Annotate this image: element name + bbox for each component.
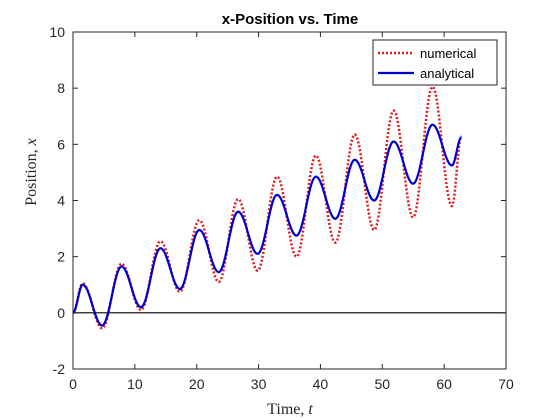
y-tick-label: 0 [57, 305, 65, 321]
y-tick-label: 2 [57, 249, 65, 265]
legend-label-numerical: numerical [420, 46, 476, 61]
x-axis-label-word: Time, [267, 401, 308, 418]
plot-area [72, 85, 506, 330]
x-tick-label: 20 [189, 376, 205, 392]
y-tick-label: 10 [49, 24, 65, 40]
series-line-analytical [72, 123, 463, 327]
legend-box [372, 39, 498, 86]
y-tick-label: 4 [57, 193, 65, 209]
x-tick-label: 30 [251, 376, 267, 392]
series-line-numerical [72, 85, 463, 330]
x-tick-label: 40 [313, 376, 329, 392]
y-tick-label: 6 [57, 136, 65, 152]
x-tick-label: 60 [436, 376, 452, 392]
x-tick-label: 50 [374, 376, 390, 392]
legend: numerical analytical [372, 39, 498, 86]
legend-label-analytical: analytical [420, 66, 474, 81]
x-tick-label: 0 [69, 376, 77, 392]
chart-title: x-Position vs. Time [222, 11, 358, 28]
y-tick-label: -2 [53, 361, 66, 377]
y-axis-label-word: Position, [23, 145, 40, 205]
y-axis-label-var: x [23, 138, 40, 146]
x-axis-label-var: t [308, 401, 313, 418]
y-axis-label: Position, x [23, 138, 40, 206]
y-tick-label: 8 [57, 80, 65, 96]
x-tick-label: 10 [127, 376, 143, 392]
x-axis-label: Time, t [267, 401, 313, 418]
x-tick-label: 70 [498, 376, 514, 392]
